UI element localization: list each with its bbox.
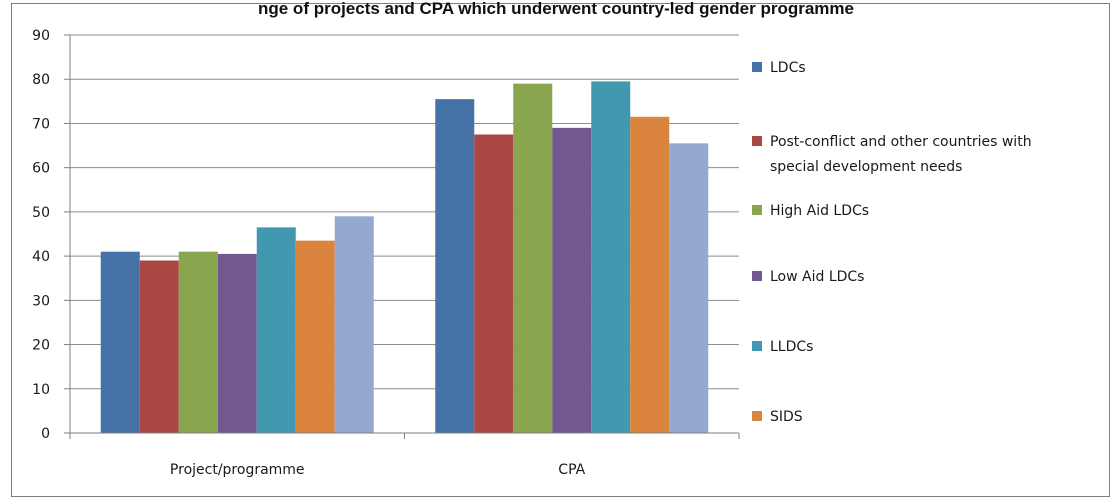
legend-label: special development needs bbox=[770, 159, 962, 175]
x-tick-label: Project/programme bbox=[170, 462, 305, 478]
legend-item: LLDCs bbox=[752, 339, 813, 355]
y-tick-label: 60 bbox=[32, 161, 50, 177]
legend-swatch bbox=[752, 411, 762, 421]
y-tick-label: 90 bbox=[32, 28, 50, 44]
legend-label: Low Aid LDCs bbox=[770, 269, 864, 285]
bar bbox=[513, 83, 553, 434]
legend-label: Post-conflict and other countries with bbox=[770, 134, 1032, 150]
bar bbox=[552, 127, 592, 433]
y-tick-label: 80 bbox=[32, 72, 50, 88]
axes bbox=[69, 35, 740, 439]
bar bbox=[295, 240, 335, 433]
legend-swatch bbox=[752, 341, 762, 351]
bar bbox=[178, 251, 218, 433]
legend-swatch bbox=[752, 205, 762, 215]
bar bbox=[474, 134, 514, 433]
legend-item: SIDS bbox=[752, 409, 803, 425]
chart-title: nge of projects and CPA which underwent … bbox=[258, 0, 854, 18]
bar bbox=[256, 227, 296, 433]
legend-item: Low Aid LDCs bbox=[752, 269, 864, 285]
y-tick-label: 20 bbox=[32, 338, 50, 354]
legend-item: Post-conflict and other countries with sp… bbox=[752, 134, 1032, 175]
legend-label: SIDS bbox=[770, 409, 803, 425]
y-tick-label: 10 bbox=[32, 382, 50, 398]
legend-label: High Aid LDCs bbox=[770, 203, 869, 219]
bar bbox=[435, 99, 475, 433]
legend-swatch bbox=[752, 62, 762, 72]
legend-swatch bbox=[752, 136, 762, 146]
y-tick-label: 70 bbox=[32, 116, 50, 132]
y-tick-labels: 0 10 20 30 40 50 60 70 80 90 bbox=[32, 28, 50, 442]
bar bbox=[100, 251, 140, 433]
legend-item: High Aid LDCs bbox=[752, 203, 869, 219]
bar bbox=[630, 116, 670, 434]
legend-item: LDCs bbox=[752, 60, 806, 76]
y-tick-label: 50 bbox=[32, 205, 50, 221]
legend-label: LLDCs bbox=[770, 339, 813, 355]
y-tick-label: 40 bbox=[32, 249, 50, 265]
bar bbox=[217, 253, 257, 433]
x-tick-label: CPA bbox=[558, 462, 585, 478]
legend: LDCs Post-conflict and other countries wi… bbox=[752, 60, 1032, 425]
legend-label: LDCs bbox=[770, 60, 806, 76]
x-tick-labels: Project/programme CPA bbox=[170, 462, 586, 478]
legend-swatch bbox=[752, 271, 762, 281]
bar bbox=[591, 81, 631, 433]
bar bbox=[669, 143, 709, 433]
y-tick-label: 0 bbox=[41, 426, 50, 442]
bars bbox=[100, 81, 709, 434]
bar bbox=[139, 260, 179, 433]
bar bbox=[334, 216, 374, 433]
y-tick-label: 30 bbox=[32, 293, 50, 309]
